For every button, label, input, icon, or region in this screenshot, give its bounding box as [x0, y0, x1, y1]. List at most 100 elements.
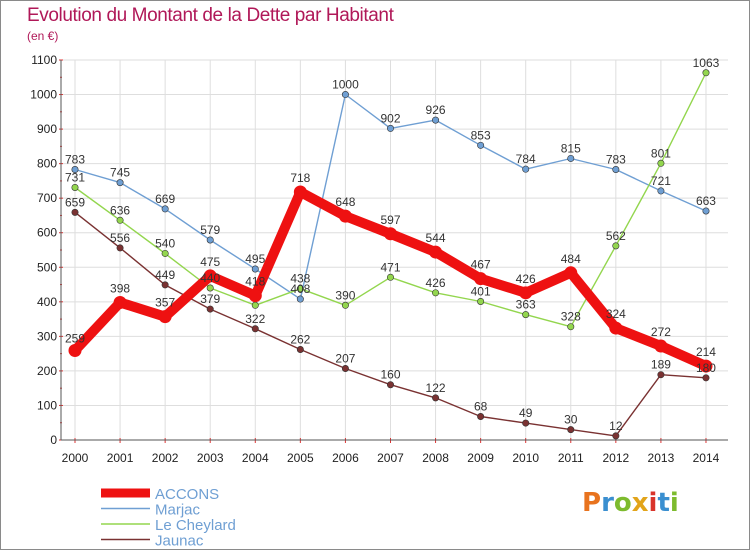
data-label: 272	[651, 325, 671, 339]
data-point	[113, 296, 127, 310]
data-label: 636	[110, 203, 130, 217]
data-point	[251, 325, 259, 333]
data-label: 357	[155, 296, 175, 310]
logo-letter: o	[613, 488, 632, 518]
data-point	[609, 321, 623, 335]
data-point	[702, 374, 710, 382]
data-label: 408	[290, 282, 310, 296]
y-tick-label: 900	[37, 122, 57, 136]
data-label: 180	[696, 361, 716, 375]
legend-label: Marjac	[155, 502, 201, 519]
chart-unit-label: (en €)	[27, 29, 59, 43]
data-label: 579	[200, 223, 220, 237]
data-label: 262	[290, 332, 310, 346]
x-tick-label: 2000	[62, 451, 89, 465]
data-label: 597	[380, 213, 400, 227]
data-point	[293, 185, 307, 199]
data-label: 659	[65, 195, 85, 209]
data-point	[477, 413, 485, 421]
data-point	[612, 242, 620, 250]
data-point	[432, 289, 440, 297]
x-tick-label: 2003	[197, 451, 224, 465]
data-label: 122	[426, 381, 446, 395]
data-label: 401	[471, 284, 491, 298]
data-label: 68	[474, 400, 488, 414]
y-tick-label: 1100	[31, 53, 57, 67]
data-label: 801	[651, 146, 671, 160]
logo-letter: i	[669, 488, 679, 518]
data-point	[612, 166, 620, 174]
y-tick-label: 700	[37, 191, 57, 205]
data-label: 853	[471, 128, 491, 142]
data-point	[522, 165, 530, 173]
data-point	[522, 311, 530, 319]
data-label: 721	[651, 174, 671, 188]
data-label: 540	[155, 236, 175, 250]
data-point	[296, 285, 304, 293]
data-point	[161, 205, 169, 213]
data-label: 495	[245, 252, 265, 266]
data-point	[71, 183, 79, 191]
data-point	[702, 69, 710, 77]
x-tick-label: 2011	[558, 451, 584, 465]
legend-label: Jaunac	[155, 533, 204, 550]
data-point	[206, 236, 214, 244]
data-label: 259	[65, 332, 85, 346]
data-point	[206, 284, 214, 292]
data-label: 471	[380, 260, 400, 274]
y-tick-label: 300	[37, 329, 57, 343]
y-tick-label: 100	[37, 398, 57, 412]
data-point	[386, 273, 394, 281]
x-tick-label: 2005	[287, 451, 314, 465]
data-label: 731	[65, 170, 85, 184]
data-label: 467	[471, 258, 491, 272]
data-point	[251, 265, 259, 273]
data-label: 718	[290, 171, 310, 185]
x-tick-label: 2006	[332, 451, 359, 465]
data-label: 648	[335, 195, 355, 209]
data-point	[519, 286, 533, 300]
y-tick-label: 500	[37, 260, 57, 274]
data-point	[158, 310, 172, 324]
data-point	[116, 179, 124, 187]
data-label: 926	[426, 103, 446, 117]
data-label: 562	[606, 229, 626, 243]
data-point	[699, 359, 713, 373]
data-label: 784	[516, 152, 536, 166]
data-point	[206, 305, 214, 313]
data-label: 440	[200, 271, 220, 285]
legend-label: Le Cheylard	[155, 517, 236, 534]
data-label: 438	[290, 272, 310, 286]
data-label: 449	[155, 268, 175, 282]
logo-letter: r	[601, 488, 614, 518]
data-label: 663	[696, 194, 716, 208]
data-point	[116, 244, 124, 252]
data-label: 1000	[332, 78, 359, 92]
data-point	[71, 208, 79, 216]
data-point	[564, 266, 578, 280]
data-point	[386, 381, 394, 389]
data-point	[567, 323, 575, 331]
proxiti-logo: Proxiti	[582, 488, 679, 518]
data-label: 902	[380, 111, 400, 125]
data-point	[612, 432, 620, 440]
data-point	[248, 289, 262, 303]
x-tick-label: 2009	[467, 451, 494, 465]
data-point	[341, 364, 349, 372]
x-tick-label: 2014	[693, 451, 720, 465]
data-label: 544	[426, 231, 446, 245]
data-label: 322	[245, 312, 265, 326]
plot-area	[61, 60, 728, 440]
data-label: 783	[606, 153, 626, 167]
data-label: 745	[110, 166, 130, 180]
data-label: 815	[561, 141, 581, 155]
data-point	[567, 154, 575, 162]
data-point	[341, 301, 349, 309]
data-point	[161, 249, 169, 257]
y-tick-label: 200	[37, 364, 57, 378]
data-point	[657, 159, 665, 167]
data-label: 207	[335, 351, 355, 365]
x-tick-label: 2013	[648, 451, 675, 465]
data-point	[702, 207, 710, 215]
